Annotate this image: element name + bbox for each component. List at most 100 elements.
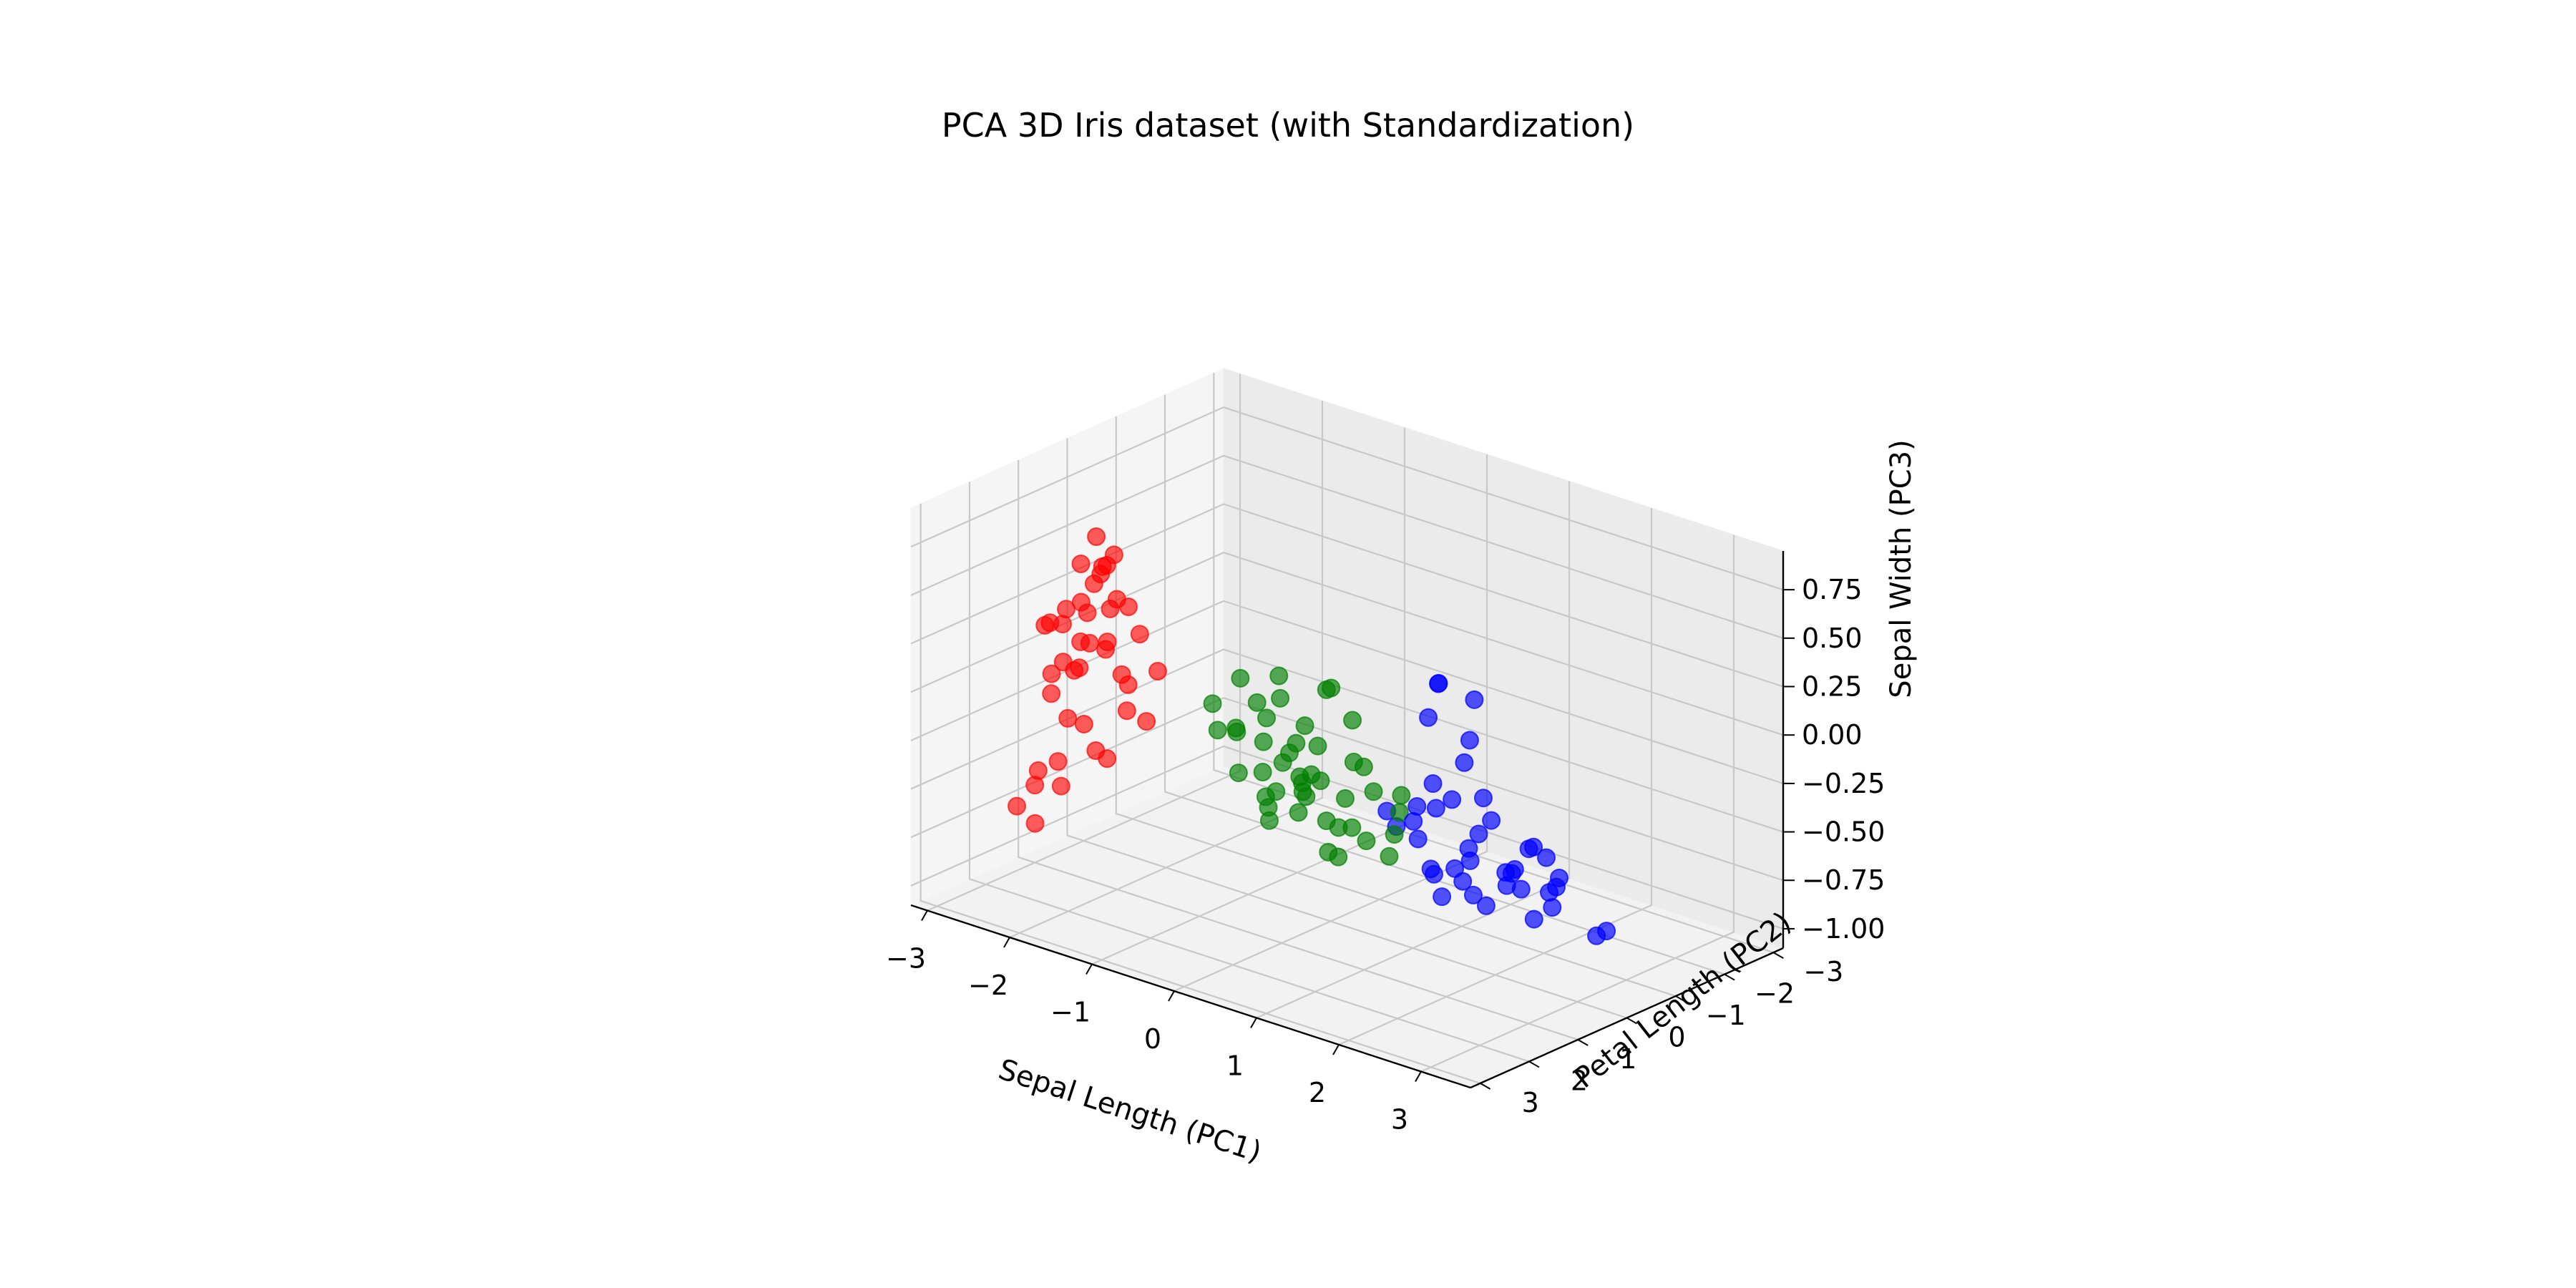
data-point-series-2 xyxy=(1322,678,1341,698)
y-gridline xyxy=(919,503,1480,1084)
z-tick-label: −0.75 xyxy=(1802,864,1885,896)
y-tick-label: 2 xyxy=(1571,1065,1588,1096)
x-gridline xyxy=(1174,454,1488,992)
x-tick-label: −2 xyxy=(968,970,1008,1001)
data-point-series-1 xyxy=(1087,527,1106,547)
y-tick-label: 0 xyxy=(1668,1022,1685,1053)
z-gridline xyxy=(910,697,1784,882)
z-gridline xyxy=(910,552,1784,736)
z-tick-label: 0.50 xyxy=(1802,623,1863,654)
x-tick-mark xyxy=(1332,1044,1340,1055)
data-point-series-1 xyxy=(1080,633,1099,653)
data-point-series-3 xyxy=(1473,789,1493,808)
data-point-series-3 xyxy=(1429,674,1448,693)
data-point-series-2 xyxy=(1364,782,1383,801)
data-point-series-2 xyxy=(1231,668,1250,688)
data-point-series-3 xyxy=(1524,909,1543,929)
data-point-series-1 xyxy=(1098,749,1117,769)
data-point-series-2 xyxy=(1287,733,1306,753)
x-tick-mark xyxy=(1415,1071,1422,1082)
data-point-series-1 xyxy=(1042,664,1061,683)
data-point-series-3 xyxy=(1453,872,1473,891)
data-point-series-3 xyxy=(1524,837,1543,857)
y-tick-label-mark xyxy=(1528,1060,1540,1068)
x-tick-mark xyxy=(921,910,928,921)
data-point-series-3 xyxy=(1407,796,1427,816)
y-tick-label: −1 xyxy=(1706,1000,1746,1031)
y-gridline xyxy=(968,482,1530,1063)
x-tick-mark xyxy=(1168,990,1175,1002)
axis-ticks: −3−2−10123−3−2−101230.750.500.250.00−0.2… xyxy=(886,574,1885,1135)
x-tick-label: 3 xyxy=(1391,1104,1408,1136)
data-point-series-2 xyxy=(1227,722,1246,741)
y-gridline xyxy=(1213,373,1774,954)
x-axis-label: Sepal Length (PC1) xyxy=(995,1053,1266,1169)
y-tick-label-mark xyxy=(1626,1017,1637,1025)
z-gridline xyxy=(910,406,1784,591)
data-point-series-2 xyxy=(1208,721,1227,740)
data-point-series-1 xyxy=(1119,597,1138,617)
y-tick-label: 1 xyxy=(1619,1043,1636,1075)
z-gridline xyxy=(910,503,1784,688)
data-point-series-3 xyxy=(1476,896,1496,915)
x-tick-label: 2 xyxy=(1309,1077,1326,1108)
data-point-series-3 xyxy=(1465,690,1484,709)
data-point-series-2 xyxy=(1267,782,1286,801)
data-point-series-2 xyxy=(1289,803,1308,822)
data-point-series-2 xyxy=(1308,736,1327,756)
data-point-series-2 xyxy=(1342,818,1362,837)
data-point-series-3 xyxy=(1469,824,1488,844)
data-point-series-1 xyxy=(1137,712,1156,731)
data-point-series-1 xyxy=(1071,555,1091,574)
z-tick-label: 0.25 xyxy=(1802,671,1863,703)
y-tick-label-mark xyxy=(1480,1083,1491,1090)
data-point-series-3 xyxy=(1423,774,1443,794)
data-point-series-3 xyxy=(1419,708,1438,727)
data-point-series-1 xyxy=(1074,714,1093,733)
data-point-series-2 xyxy=(1271,688,1290,708)
y-tick-label-mark xyxy=(1772,952,1784,959)
data-point-series-1 xyxy=(1057,600,1076,619)
data-point-series-2 xyxy=(1343,711,1362,730)
data-point-series-2 xyxy=(1269,666,1289,686)
data-point-series-3 xyxy=(1424,864,1443,884)
z-tick-label: −0.50 xyxy=(1802,816,1885,848)
data-point-series-2 xyxy=(1257,708,1277,728)
z-gridline xyxy=(910,600,1784,784)
data-point-series-3 xyxy=(1463,885,1483,904)
data-point-series-3 xyxy=(1547,877,1566,897)
z-tick-label: −1.00 xyxy=(1802,913,1885,945)
x-tick-label: 1 xyxy=(1226,1050,1244,1082)
data-point-series-1 xyxy=(1070,658,1089,678)
data-point-series-2 xyxy=(1357,831,1376,851)
data-point-series-1 xyxy=(1042,684,1061,703)
x-gridline xyxy=(1256,481,1571,1019)
data-point-series-3 xyxy=(1543,898,1562,917)
data-point-series-2 xyxy=(1392,786,1411,805)
x-tick-mark xyxy=(1003,937,1010,948)
data-point-series-2 xyxy=(1295,716,1314,736)
data-point-series-2 xyxy=(1203,694,1222,713)
axes-grid xyxy=(910,373,1784,1084)
scatter-points xyxy=(1008,527,1616,945)
data-point-series-1 xyxy=(1118,675,1138,694)
y-tick-label-mark xyxy=(1724,973,1735,981)
x-axis-line xyxy=(910,904,1471,1089)
data-point-series-3 xyxy=(1511,879,1531,899)
data-point-series-3 xyxy=(1482,811,1501,830)
data-point-series-3 xyxy=(1460,731,1479,750)
y-gridline xyxy=(1018,459,1579,1041)
data-point-series-3 xyxy=(1597,922,1616,941)
data-point-series-3 xyxy=(1537,848,1556,867)
x-tick-label: −3 xyxy=(886,943,926,975)
x-tick-mark xyxy=(1085,964,1093,975)
data-point-series-2 xyxy=(1247,693,1267,712)
data-point-series-2 xyxy=(1253,763,1272,782)
x-gridline xyxy=(1009,401,1324,939)
y-tick-label-mark xyxy=(1577,1039,1589,1046)
data-point-series-3 xyxy=(1408,829,1428,849)
data-point-series-1 xyxy=(1028,761,1048,780)
data-point-series-1 xyxy=(1048,752,1068,771)
z-tick-label: 0.00 xyxy=(1802,719,1863,751)
y-tick-label: −2 xyxy=(1755,978,1795,1010)
